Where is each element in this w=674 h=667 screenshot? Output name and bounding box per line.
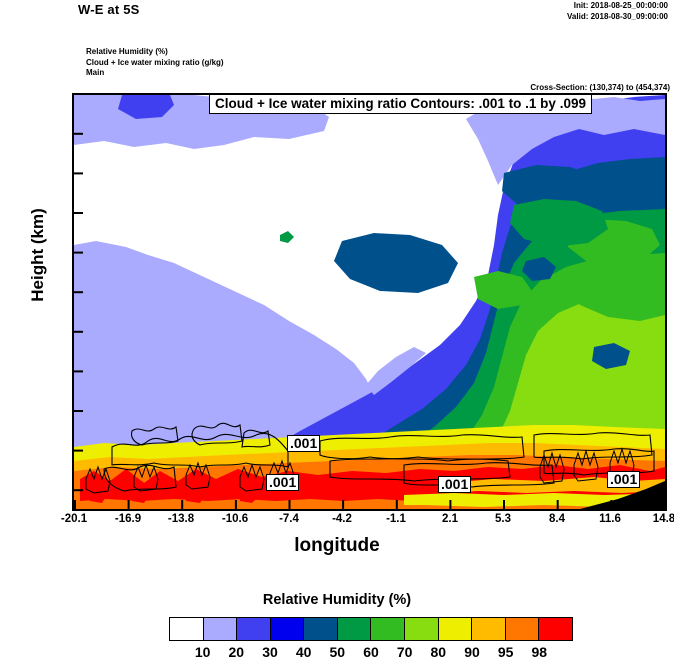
colorbar-swatch bbox=[337, 618, 372, 640]
contour-title-box: Cloud + Ice water mixing ratio Contours:… bbox=[209, 94, 592, 114]
contour-label: .001 bbox=[266, 474, 300, 491]
colorbar-tick: 20 bbox=[228, 644, 245, 660]
colorbar-tick: 70 bbox=[396, 644, 413, 660]
colorbar-ticks: 10 20 30 40 50 60 70 80 90 95 98 bbox=[169, 644, 573, 662]
run-time-block: Init: 2018-08-25_00:00:00 Valid: 2018-08… bbox=[567, 1, 668, 22]
cross-section-coords: Cross-Section: (130,374) to (454,374) bbox=[530, 83, 670, 92]
contour-label: .001 bbox=[287, 435, 321, 452]
xtick-label: 14.8 bbox=[652, 513, 674, 525]
contour-label: .001 bbox=[607, 471, 641, 488]
colorbar-swatch bbox=[371, 618, 406, 640]
colorbar-tick: 80 bbox=[430, 644, 447, 660]
xtick-label: 2.1 bbox=[442, 513, 458, 525]
colorbar-swatch bbox=[304, 618, 338, 640]
colorbar-tick: 60 bbox=[363, 644, 379, 660]
colorbar-swatch bbox=[270, 618, 305, 640]
field-relative-humidity: Relative Humidity (%) bbox=[86, 47, 168, 56]
colorbar-tick: 90 bbox=[464, 644, 480, 660]
xtick-label: -20.1 bbox=[60, 513, 88, 525]
xtick-label: -7.4 bbox=[279, 513, 299, 525]
colorbar-swatch bbox=[237, 618, 271, 640]
xtick-label: 8.4 bbox=[549, 513, 565, 525]
colorbar-tick: 10 bbox=[194, 644, 211, 660]
colorbar-swatch bbox=[539, 618, 572, 640]
y-axis-title: Height (km) bbox=[28, 208, 47, 302]
colorbar-swatch bbox=[472, 618, 506, 640]
field-cloud-ice-mixing-ratio: Cloud + Ice water mixing ratio (g/kg) bbox=[86, 57, 224, 67]
page-title: W-E at 5S bbox=[78, 2, 140, 17]
valid-time: Valid: 2018-08-30_09:00:00 bbox=[567, 11, 668, 21]
colorbar-tick: 50 bbox=[329, 644, 346, 660]
colorbar bbox=[169, 617, 573, 641]
xtick-label: -1.1 bbox=[386, 513, 406, 525]
colorbar-swatch bbox=[405, 618, 439, 640]
colorbar-tick: 95 bbox=[497, 644, 514, 660]
xtick-label: -16.9 bbox=[114, 513, 142, 525]
colorbar-tick: 30 bbox=[262, 644, 278, 660]
xtick-label: -10.6 bbox=[221, 513, 249, 525]
plot-canvas: .001 .001 .001 .001 bbox=[74, 95, 665, 509]
plot-area: .001 .001 .001 .001 Cloud + Ice water mi… bbox=[72, 93, 667, 511]
humidity-field bbox=[74, 95, 665, 509]
colorbar-tick: 40 bbox=[295, 644, 312, 660]
colorbar-tick: 98 bbox=[531, 644, 548, 660]
init-time: Init: 2018-08-25_00:00:00 bbox=[573, 1, 668, 10]
xtick-label: 5.3 bbox=[495, 513, 511, 525]
field-list: Relative Humidity (%) Cloud + Ice water … bbox=[86, 47, 224, 79]
x-axis-title: longitude bbox=[294, 535, 380, 556]
xtick-label: -13.8 bbox=[167, 513, 195, 525]
xtick-label: -4.2 bbox=[332, 513, 352, 525]
field-domain: Main bbox=[86, 68, 105, 77]
colorbar-title: Relative Humidity (%) bbox=[262, 592, 412, 608]
colorbar-swatch bbox=[203, 618, 238, 640]
colorbar-swatch bbox=[170, 618, 204, 640]
xtick-label: 11.6 bbox=[599, 513, 621, 525]
colorbar-swatch bbox=[505, 618, 540, 640]
contour-label: .001 bbox=[438, 476, 472, 493]
colorbar-swatch bbox=[438, 618, 473, 640]
